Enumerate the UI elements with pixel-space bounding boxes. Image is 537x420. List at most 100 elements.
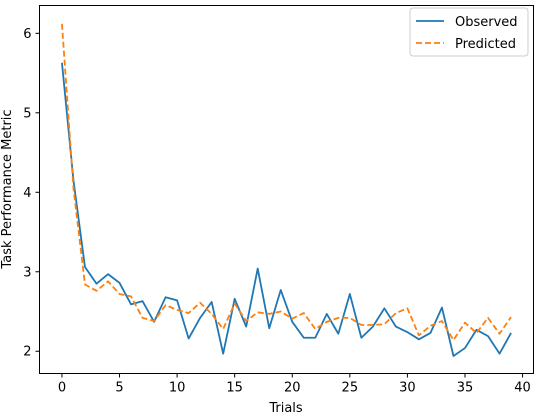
data-point-observed <box>211 301 213 303</box>
x-tick-label: 10 <box>169 381 186 396</box>
data-point-predicted <box>268 313 270 315</box>
data-point-observed <box>510 332 512 334</box>
data-point-observed <box>360 337 362 339</box>
data-point-predicted <box>303 312 305 314</box>
y-tick-label: 6 <box>23 27 31 42</box>
legend-predicted-label: Predicted <box>455 37 516 52</box>
y-axis: 2 3 4 5 6 <box>23 27 40 360</box>
data-point-predicted <box>280 311 282 313</box>
data-point-predicted <box>234 303 236 305</box>
data-point-predicted <box>314 328 316 330</box>
data-point-observed <box>130 303 132 305</box>
data-point-observed <box>119 282 121 284</box>
data-point-observed <box>349 293 351 295</box>
data-point-predicted <box>245 320 247 322</box>
data-point-predicted <box>84 284 86 286</box>
data-point-predicted <box>418 334 420 336</box>
data-point-predicted <box>430 325 432 327</box>
y-tick-label: 5 <box>23 106 31 121</box>
x-tick-label: 20 <box>284 381 301 396</box>
data-point-observed <box>476 329 478 331</box>
legend-box <box>409 7 529 57</box>
data-point-predicted <box>61 23 63 25</box>
data-point-observed <box>268 327 270 329</box>
data-point-observed <box>407 331 409 333</box>
y-tick-label: 3 <box>23 265 31 280</box>
data-point-observed <box>337 333 339 335</box>
data-point-predicted <box>510 316 512 318</box>
data-point-predicted <box>222 328 224 330</box>
data-point-observed <box>453 355 455 357</box>
data-point-observed <box>84 266 86 268</box>
y-tick-label: 2 <box>23 345 31 360</box>
data-point-observed <box>96 283 98 285</box>
data-point-observed <box>441 307 443 309</box>
data-point-observed <box>303 337 305 339</box>
data-point-observed <box>234 298 236 300</box>
x-tick-label: 30 <box>399 381 416 396</box>
x-tick-label: 15 <box>226 381 243 396</box>
data-point-predicted <box>326 321 328 323</box>
y-axis-label: Task Performance Metric <box>0 109 15 269</box>
data-point-observed <box>61 62 63 64</box>
data-point-predicted <box>487 317 489 319</box>
data-point-predicted <box>407 307 409 309</box>
data-point-predicted <box>96 290 98 292</box>
data-point-observed <box>176 299 178 301</box>
data-point-observed <box>418 338 420 340</box>
data-point-predicted <box>453 339 455 341</box>
data-point-predicted <box>337 317 339 319</box>
x-tick-label: 0 <box>58 381 66 396</box>
data-point-observed <box>487 335 489 337</box>
data-point-observed <box>257 268 259 270</box>
data-point-predicted <box>383 323 385 325</box>
data-point-observed <box>383 307 385 309</box>
data-point-observed <box>199 317 201 319</box>
plot-area <box>61 23 512 357</box>
data-point-predicted <box>476 332 478 334</box>
x-axis: 0 5 10 15 20 25 30 35 40 <box>58 373 531 396</box>
data-point-predicted <box>142 317 144 319</box>
data-point-observed <box>372 326 374 328</box>
y-tick-label: 4 <box>23 186 31 201</box>
data-point-predicted <box>199 302 201 304</box>
x-axis-label: Trials <box>268 401 303 416</box>
data-point-observed <box>280 289 282 291</box>
data-point-observed <box>165 296 167 298</box>
data-point-predicted <box>360 324 362 326</box>
data-point-predicted <box>107 280 109 282</box>
axes-frame <box>39 5 534 374</box>
data-point-predicted <box>257 311 259 313</box>
data-point-predicted <box>165 304 167 306</box>
data-point-observed <box>188 338 190 340</box>
data-point-predicted <box>349 317 351 319</box>
series-line-predicted <box>61 23 512 342</box>
data-point-observed <box>107 273 109 275</box>
data-point-predicted <box>130 296 132 298</box>
data-point-predicted <box>188 312 190 314</box>
data-point-predicted <box>372 324 374 326</box>
data-point-observed <box>464 347 466 349</box>
data-point-observed <box>499 353 501 355</box>
series-line-observed <box>61 62 512 357</box>
data-point-observed <box>222 353 224 355</box>
data-point-observed <box>430 332 432 334</box>
data-point-predicted <box>464 322 466 324</box>
data-point-predicted <box>441 320 443 322</box>
legend: Observed Predicted <box>409 7 529 57</box>
data-point-observed <box>314 337 316 339</box>
data-point-observed <box>291 321 293 323</box>
data-point-predicted <box>119 293 121 295</box>
data-point-observed <box>142 300 144 302</box>
x-tick-label: 25 <box>342 381 359 396</box>
data-point-predicted <box>176 309 178 311</box>
data-point-predicted <box>499 333 501 335</box>
data-point-predicted <box>153 320 155 322</box>
data-point-predicted <box>211 313 213 315</box>
x-tick-label: 5 <box>115 381 123 396</box>
data-point-observed <box>245 326 247 328</box>
data-point-observed <box>395 326 397 328</box>
data-point-observed <box>326 313 328 315</box>
